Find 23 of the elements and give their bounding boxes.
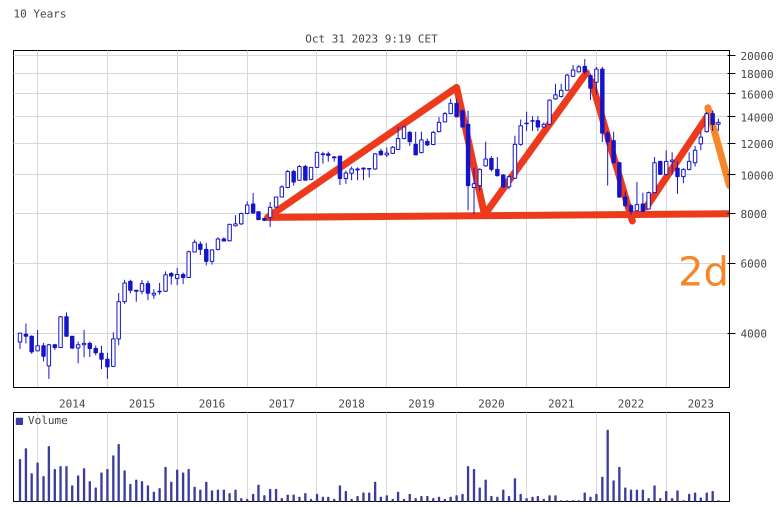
x-tick-label: 2015 (128, 398, 156, 410)
legend-label: Volume (28, 414, 68, 427)
chart-title: 10 Years (14, 8, 66, 20)
x-tick-label: 2017 (268, 398, 296, 410)
y-tick-label: 16000 (740, 88, 774, 102)
y-tick-label: 10000 (740, 169, 774, 182)
y-tick-label: 20000 (740, 50, 774, 63)
chart-subtitle: Oct 31 2023 9:19 CET (305, 32, 438, 46)
x-tick-label: 2021 (548, 398, 574, 410)
y-tick-label: 14000 (740, 111, 774, 124)
x-tick-label: 2014 (58, 398, 86, 410)
x-tick-label: 2019 (408, 398, 435, 410)
y-tick-label: 18000 (740, 68, 774, 81)
x-tick-label: 2020 (478, 398, 505, 410)
y-tick-label: 8000 (740, 208, 767, 221)
x-tick-label: 2023 (688, 398, 714, 410)
x-tick-label: 2022 (618, 398, 644, 410)
y-tick-label: 12000 (740, 138, 774, 151)
y-tick-label: 6000 (740, 258, 767, 271)
x-tick-label: 2018 (338, 398, 365, 410)
annotation: 2d (678, 250, 729, 296)
y-tick-label: 4000 (740, 328, 767, 341)
x-tick-label: 2016 (198, 398, 226, 410)
